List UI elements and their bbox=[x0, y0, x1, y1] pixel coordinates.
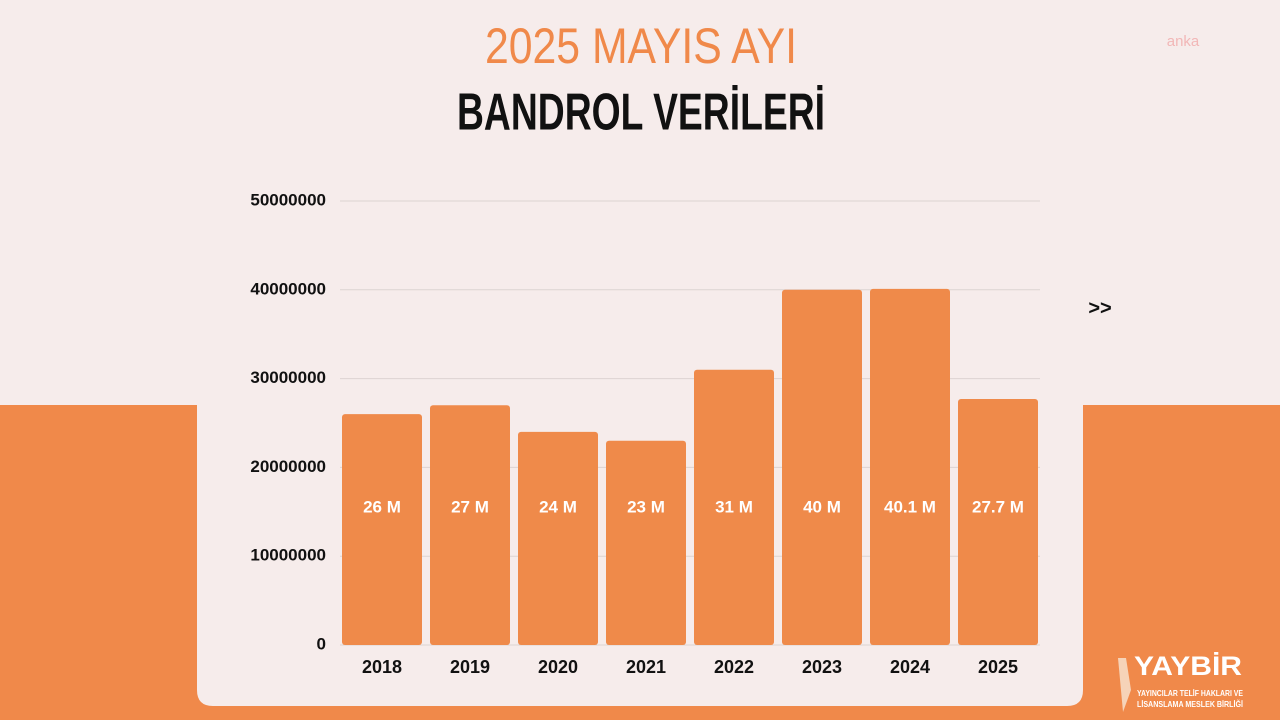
x-tick-label: 2024 bbox=[890, 657, 930, 677]
value-label: 24 M bbox=[539, 497, 577, 516]
x-tick-label: 2021 bbox=[626, 657, 666, 677]
watermark: anka bbox=[1167, 33, 1200, 50]
bar bbox=[958, 399, 1038, 645]
logo-line: LİSANSLAMA MESLEK BİRLİĞİ bbox=[1137, 700, 1243, 709]
logo-line: YAYINCILAR TELİF HAKLARI VE bbox=[1137, 689, 1244, 698]
y-tick-label: 40000000 bbox=[250, 279, 326, 298]
value-label: 31 M bbox=[715, 497, 753, 516]
bar bbox=[342, 414, 422, 645]
x-tick-label: 2022 bbox=[714, 657, 754, 677]
y-tick-label: 30000000 bbox=[250, 368, 326, 387]
bar bbox=[606, 440, 686, 645]
y-tick-label: 20000000 bbox=[250, 457, 326, 476]
logo-mark bbox=[1118, 658, 1131, 712]
value-label: 26 M bbox=[363, 497, 401, 516]
bar bbox=[870, 288, 950, 645]
value-label: 27 M bbox=[451, 497, 489, 516]
x-tick-label: 2020 bbox=[538, 657, 578, 677]
bar bbox=[518, 431, 598, 645]
chart-subtitle: BANDROL VERİLERİ bbox=[457, 84, 825, 142]
logo-name: YAYBİR bbox=[1134, 651, 1242, 681]
value-label: 40.1 M bbox=[884, 497, 936, 516]
x-tick-label: 2018 bbox=[362, 657, 402, 677]
bar bbox=[430, 405, 510, 645]
nav-arrow[interactable]: >> bbox=[1088, 297, 1111, 319]
x-tick-label: 2019 bbox=[450, 657, 490, 677]
chart-title: 2025 MAYIS AYI bbox=[485, 18, 797, 74]
value-label: 23 M bbox=[627, 497, 665, 516]
y-tick-label: 50000000 bbox=[250, 190, 326, 209]
value-label: 40 M bbox=[803, 497, 841, 516]
bar bbox=[694, 369, 774, 645]
value-label: 27.7 M bbox=[972, 497, 1024, 516]
y-tick-label: 0 bbox=[317, 634, 326, 653]
x-tick-label: 2023 bbox=[802, 657, 842, 677]
y-tick-label: 10000000 bbox=[250, 546, 326, 565]
x-tick-label: 2025 bbox=[978, 657, 1018, 677]
bar bbox=[782, 289, 862, 645]
